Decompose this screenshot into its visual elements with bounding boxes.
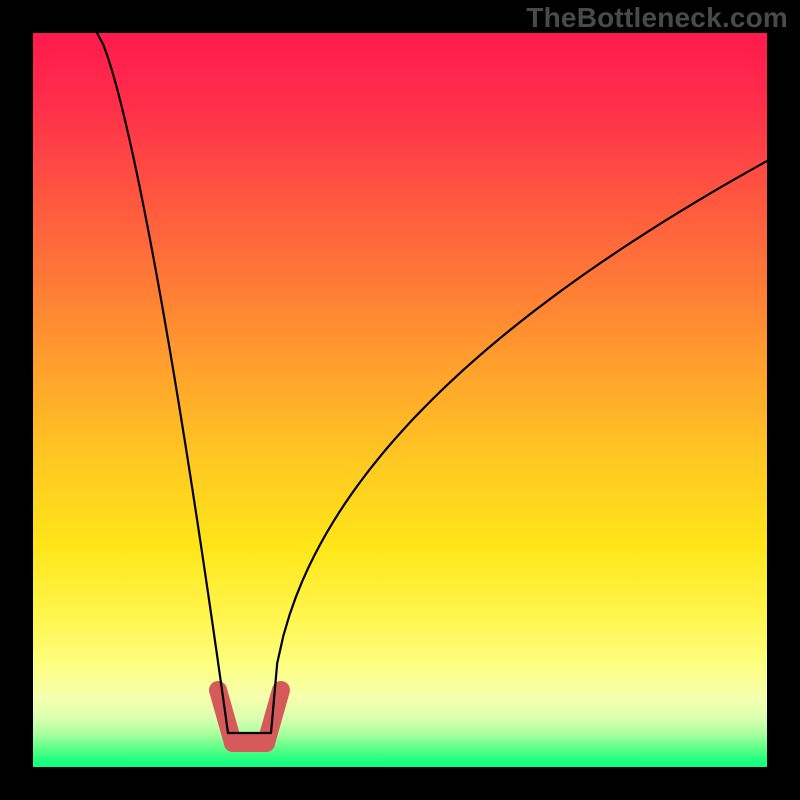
watermark-text: TheBottleneck.com — [526, 2, 788, 34]
curve-layer — [33, 33, 767, 767]
chart-frame: TheBottleneck.com — [0, 0, 800, 800]
bottleneck-curve — [97, 33, 767, 733]
plot-area — [33, 33, 767, 767]
